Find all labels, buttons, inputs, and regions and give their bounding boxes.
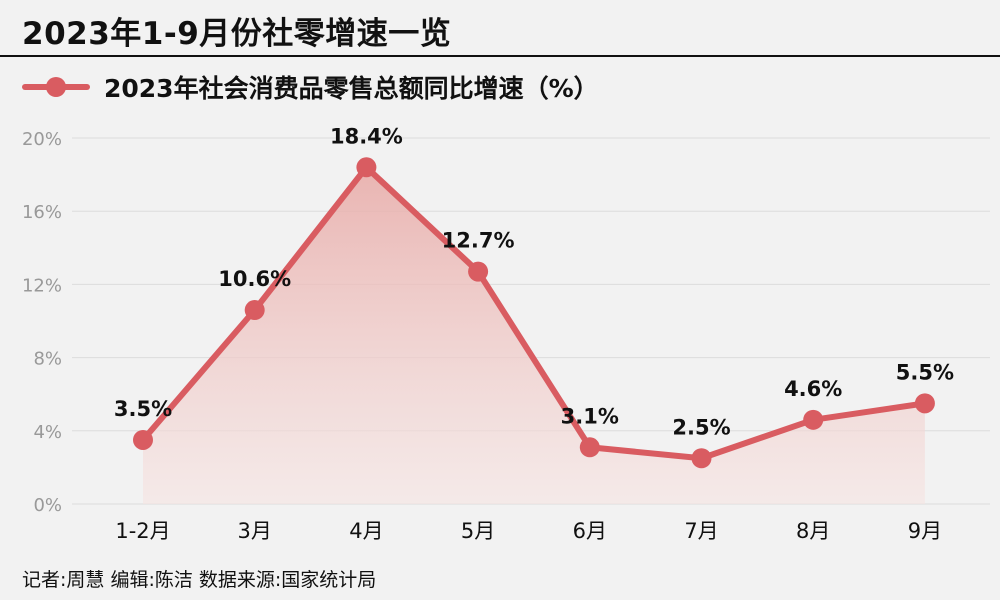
legend-marker	[22, 70, 90, 104]
chart-title: 2023年1-9月份社零增速一览	[22, 16, 452, 52]
data-point	[579, 437, 600, 458]
y-tick-label: 4%	[33, 422, 62, 443]
data-point	[691, 448, 712, 469]
line-chart: 0% 4% 8% 12% 16% 20% 3.5% 10.6% 18.4% 12.7% 3.1% 2…	[22, 124, 990, 543]
footer-credits: 记者:周慧 编辑:陈洁 数据来源:国家统计局	[22, 569, 377, 591]
y-tick-label: 16%	[22, 202, 62, 223]
x-tick-label: 6月	[573, 519, 607, 543]
y-tick-label: 20%	[22, 129, 62, 150]
y-tick-label: 8%	[33, 349, 62, 370]
data-point	[244, 300, 265, 321]
data-labels: 3.5% 10.6% 18.4% 12.7% 3.1% 2.5% 4.6% 5.5%	[114, 124, 954, 439]
data-point	[468, 261, 489, 282]
data-label: 2.5%	[672, 415, 730, 439]
data-point	[803, 409, 824, 430]
x-tick-label: 3月	[238, 519, 272, 543]
data-label: 18.4%	[330, 124, 403, 148]
data-point	[914, 393, 935, 414]
x-tick-label: 4月	[349, 519, 383, 543]
data-label: 4.6%	[784, 377, 842, 401]
y-axis: 0% 4% 8% 12% 16% 20%	[22, 129, 62, 516]
data-point	[356, 157, 377, 178]
y-tick-label: 12%	[22, 275, 62, 296]
area-fill-shape	[143, 167, 925, 504]
x-axis: 1-2月 3月 4月 5月 6月 7月 8月 9月	[115, 519, 942, 543]
x-tick-label: 8月	[796, 519, 830, 543]
data-label: 10.6%	[218, 267, 291, 291]
x-tick-label: 7月	[684, 519, 718, 543]
data-label: 12.7%	[442, 229, 515, 253]
y-tick-label: 0%	[33, 495, 62, 516]
data-label: 3.5%	[114, 397, 172, 421]
legend-dot	[46, 77, 66, 97]
data-label: 3.1%	[561, 404, 619, 428]
series-line	[140, 164, 928, 462]
legend: 2023年社会消费品零售总额同比增速（%）	[22, 70, 599, 104]
data-point	[133, 429, 153, 450]
x-tick-label: 5月	[461, 519, 495, 543]
x-tick-label: 1-2月	[115, 519, 170, 543]
data-points	[133, 157, 935, 469]
legend-label: 2023年社会消费品零售总额同比增速（%）	[104, 74, 599, 103]
data-label: 5.5%	[896, 360, 954, 384]
title-divider	[0, 55, 1000, 57]
series-polyline	[140, 164, 928, 462]
area-fill	[143, 167, 925, 504]
x-tick-label: 9月	[908, 519, 942, 543]
